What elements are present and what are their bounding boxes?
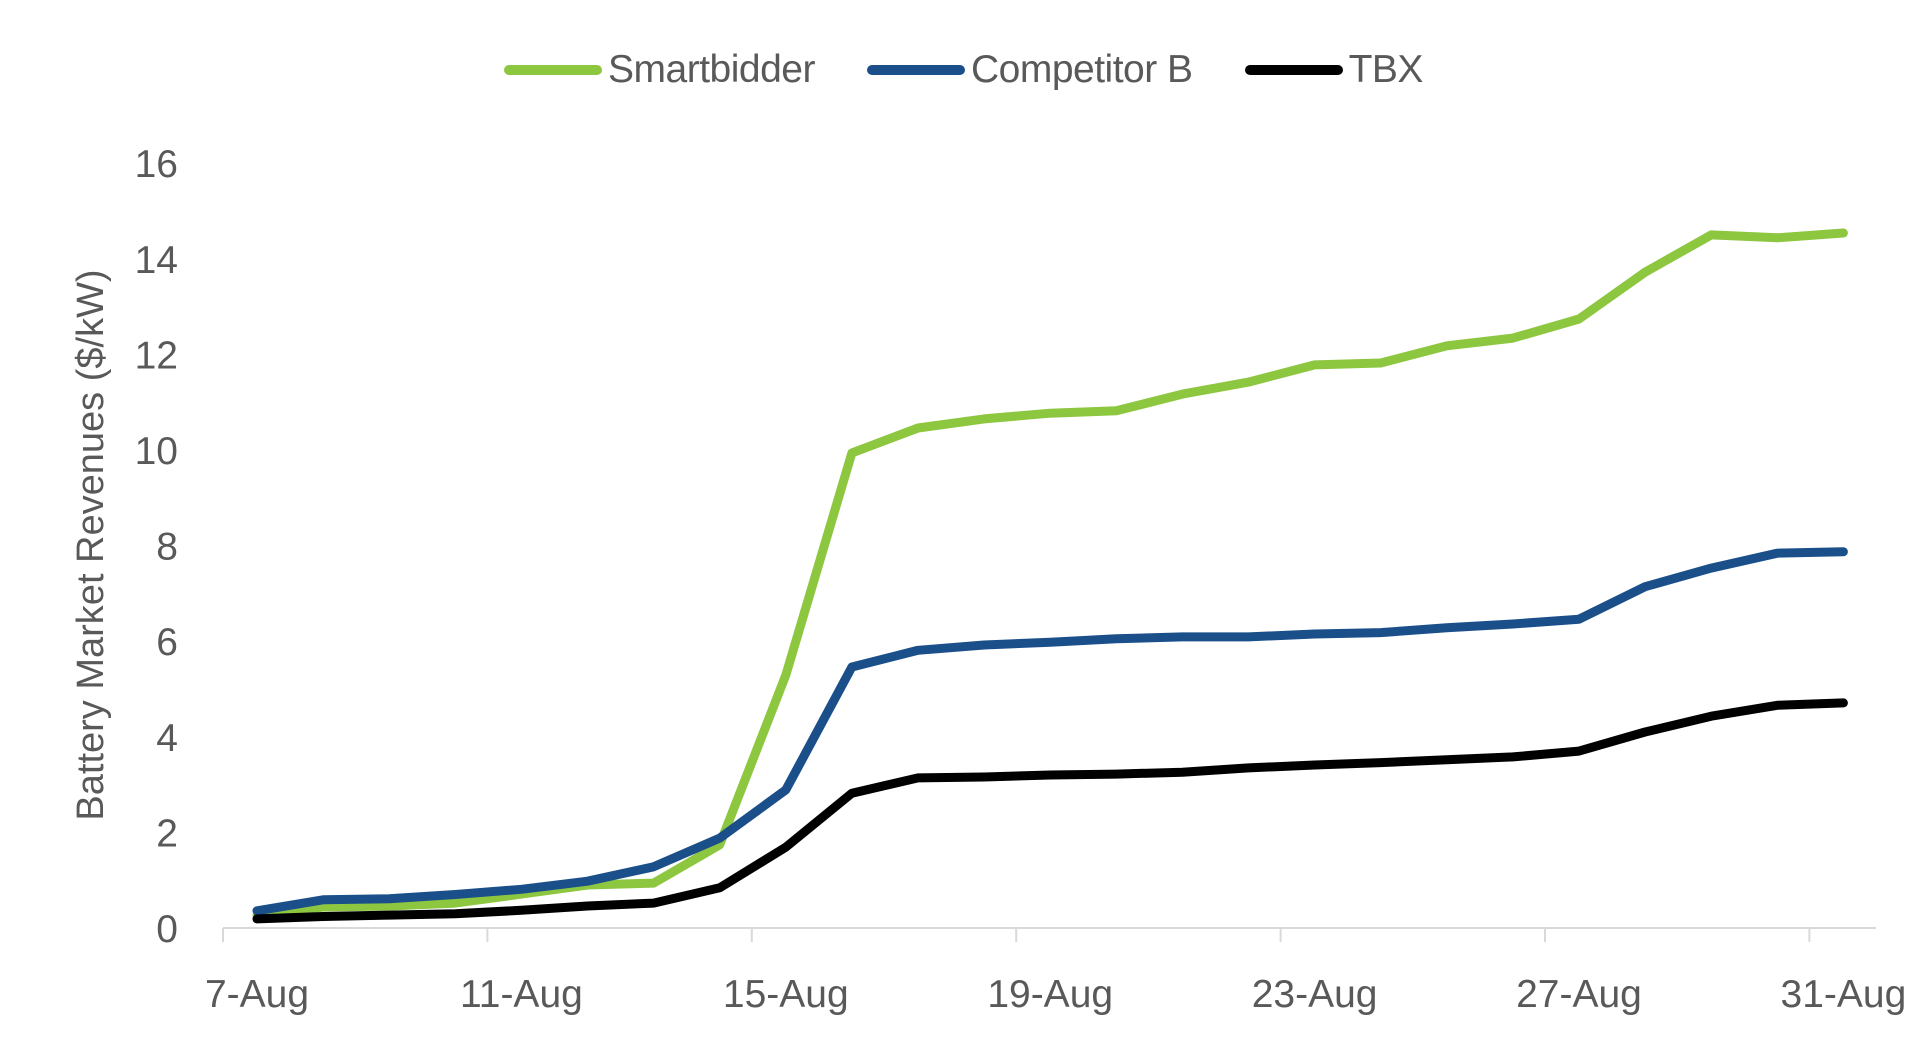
series-line-competitor-b[interactable]	[252, 547, 1848, 916]
x-tick-label: 7-Aug	[205, 973, 309, 1016]
y-tick-label: 16	[135, 143, 178, 186]
y-tick-label: 14	[135, 239, 178, 282]
x-axis	[222, 927, 1876, 942]
legend-swatch-competitor-b	[866, 65, 965, 75]
y-tick-label: 6	[156, 621, 178, 664]
legend-label: Smartbidder	[608, 48, 815, 91]
y-tick-label: 0	[156, 908, 178, 951]
y-tick-label: 12	[135, 334, 178, 377]
x-tick-label: 11-Aug	[460, 973, 583, 1016]
y-tick-label: 4	[156, 717, 178, 760]
x-axis-tick-labels: 7-Aug 11-Aug 15-Aug 19-Aug 23-Aug 27-Aug 31-Au…	[205, 973, 1906, 1016]
y-tick-label: 10	[135, 430, 178, 473]
series-line-smartbidder[interactable]	[252, 228, 1848, 920]
legend-item-tbx[interactable]: TBX	[1244, 48, 1424, 92]
y-axis-title: Battery Market Revenues ($/kW)	[70, 269, 112, 820]
legend-item-smartbidder[interactable]: Smartbidder	[504, 48, 815, 92]
x-tick-label: 31-Aug	[1781, 973, 1907, 1016]
chart-legend: Smartbidder Competitor B TBX	[0, 46, 1927, 94]
legend-swatch-smartbidder	[504, 65, 603, 75]
series-line-tbx[interactable]	[252, 698, 1848, 924]
data-series	[252, 228, 1848, 924]
y-tick-label: 8	[156, 526, 178, 569]
x-tick-label: 27-Aug	[1516, 973, 1642, 1016]
legend-item-competitor-b[interactable]: Competitor B	[866, 48, 1193, 92]
x-tick-label: 23-Aug	[1252, 973, 1378, 1016]
x-tick-label: 19-Aug	[987, 973, 1113, 1016]
y-axis-tick-labels: 0 2 4 6 8 10 12 14 16	[135, 143, 178, 951]
legend-swatch-tbx	[1244, 65, 1343, 75]
legend-label: TBX	[1348, 48, 1424, 91]
x-tick-label: 15-Aug	[723, 973, 849, 1016]
y-tick-label: 2	[156, 812, 178, 855]
legend-label: Competitor B	[970, 48, 1193, 91]
